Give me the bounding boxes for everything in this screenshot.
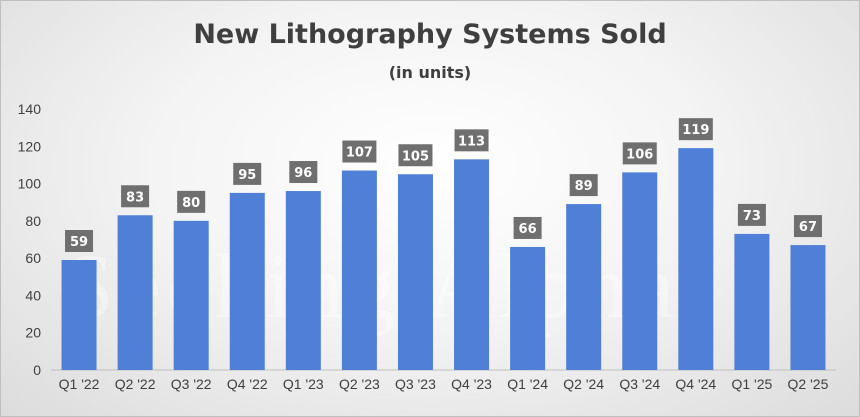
data-label-box [121,185,150,208]
bar [510,246,546,370]
data-label-box [793,215,822,238]
bar [790,245,826,370]
y-tick-label: 80 [25,213,41,229]
data-label: 119 [682,123,709,138]
x-tick-label: Q4 '22 [227,376,268,392]
bar [229,192,265,370]
x-tick-label: Q3 '23 [395,376,436,392]
x-tick-label: Q1 '24 [507,376,548,392]
x-tick-label: Q2 '25 [788,376,829,392]
bar [285,191,321,370]
y-tick-label: 60 [25,250,41,266]
bar [566,204,602,370]
bar [397,174,433,370]
bar [117,215,153,370]
x-tick-label: Q2 '22 [115,376,156,392]
chart-title: New Lithography Systems Sold [193,19,667,50]
data-label: 67 [799,220,817,235]
data-label-box [454,129,489,152]
data-label-box [177,190,206,213]
x-tick-label: Q4 '24 [675,376,716,392]
data-label: 95 [238,168,256,183]
bar [454,159,490,370]
bar [61,260,97,370]
chart-subtitle: (in units) [388,63,472,82]
bar [622,172,658,370]
bar [173,220,209,370]
data-label: 113 [458,134,485,149]
data-label: 59 [70,235,88,250]
data-label: 80 [182,196,200,211]
data-label: 107 [346,146,373,161]
data-label-box [513,216,542,239]
data-label-box [342,140,377,163]
y-tick-label: 140 [18,101,42,117]
data-label: 89 [575,179,593,194]
x-tick-label: Q1 '25 [731,376,772,392]
data-label-box [622,142,657,165]
x-tick-label: Q2 '24 [563,376,604,392]
data-label: 73 [743,209,761,224]
data-label: 106 [626,147,653,162]
bar [734,233,770,370]
data-label: 96 [294,166,312,181]
data-label-box [233,162,262,185]
data-label-box [398,144,433,167]
y-tick-label: 100 [18,176,42,192]
data-label: 83 [126,190,144,205]
x-tick-label: Q3 '24 [619,376,660,392]
y-tick-label: 120 [18,138,42,154]
x-tick-label: Q3 '22 [171,376,212,392]
y-tick-label: 40 [25,287,41,303]
bar [341,170,377,370]
data-label: 66 [519,222,537,237]
bar [678,148,714,370]
data-label-box [737,203,766,226]
x-tick-label: Q4 '23 [451,376,492,392]
data-label-box [65,230,94,253]
data-label: 105 [402,149,429,164]
x-tick-label: Q1 '23 [283,376,324,392]
x-tick-label: Q1 '22 [59,376,100,392]
x-tick-label: Q2 '23 [339,376,380,392]
data-label-box [569,174,598,197]
y-tick-label: 0 [33,362,41,378]
data-label-box [289,161,318,184]
data-label-box [678,118,713,141]
y-tick-label: 20 [25,325,41,341]
